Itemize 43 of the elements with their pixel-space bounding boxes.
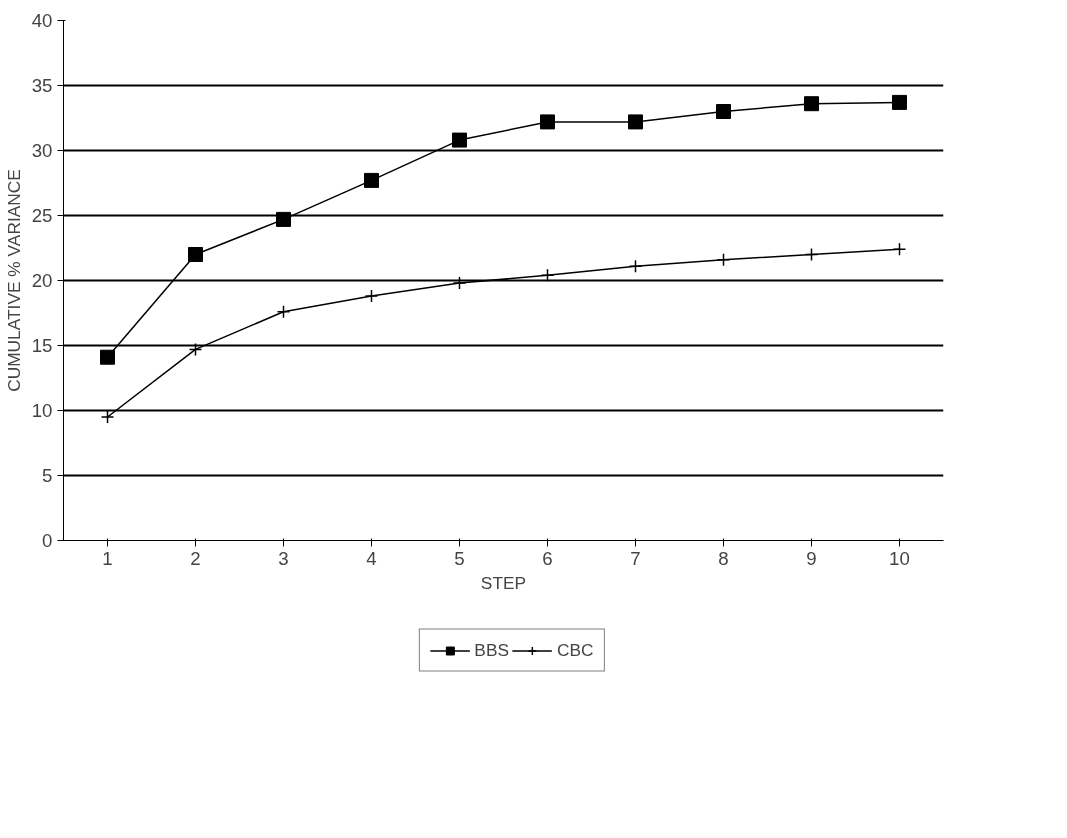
point — [452, 276, 467, 290]
y-tick-label: 25 — [31, 205, 53, 226]
point — [364, 289, 379, 303]
point — [804, 247, 819, 262]
y-tick-label: 20 — [31, 270, 53, 291]
y-tick-label: 30 — [31, 140, 53, 161]
point — [628, 259, 643, 273]
x-tick-label: 5 — [454, 547, 465, 569]
y-tick-label: 35 — [31, 75, 53, 96]
point — [276, 211, 291, 227]
point — [188, 247, 203, 262]
x-tick-label: 1 — [102, 547, 113, 569]
x-axis-title: STEP — [480, 572, 527, 593]
point — [628, 114, 643, 130]
x-tick-label: 2 — [190, 547, 201, 569]
x-tick-label: 4 — [366, 547, 377, 569]
point — [540, 268, 555, 283]
point — [276, 304, 291, 319]
y-axis-title: CUMULATIVE % VARIANCE — [3, 169, 24, 392]
point — [716, 252, 731, 267]
legend-label: BBS — [474, 639, 510, 661]
point — [452, 132, 467, 148]
y-tick-label: 0 — [42, 530, 53, 551]
y-tick-label: 15 — [31, 335, 53, 356]
y-tick-label: 10 — [31, 400, 53, 421]
point — [804, 96, 819, 112]
x-tick-label: 3 — [278, 547, 289, 569]
x-tick-label: 9 — [806, 547, 817, 569]
point — [364, 172, 379, 188]
point — [892, 94, 907, 110]
point — [100, 410, 115, 424]
point — [540, 114, 555, 130]
x-tick-label: 7 — [630, 547, 641, 569]
point — [716, 104, 731, 119]
point — [892, 242, 907, 257]
y-tick-label: 40 — [31, 10, 53, 31]
point — [188, 342, 203, 357]
legend-label: CBC — [557, 639, 594, 661]
x-tick-label: 8 — [718, 547, 729, 569]
point — [100, 349, 115, 365]
y-tick-label: 5 — [42, 465, 53, 486]
x-tick-label: 6 — [542, 547, 553, 569]
x-tick-label: 10 — [889, 547, 910, 569]
